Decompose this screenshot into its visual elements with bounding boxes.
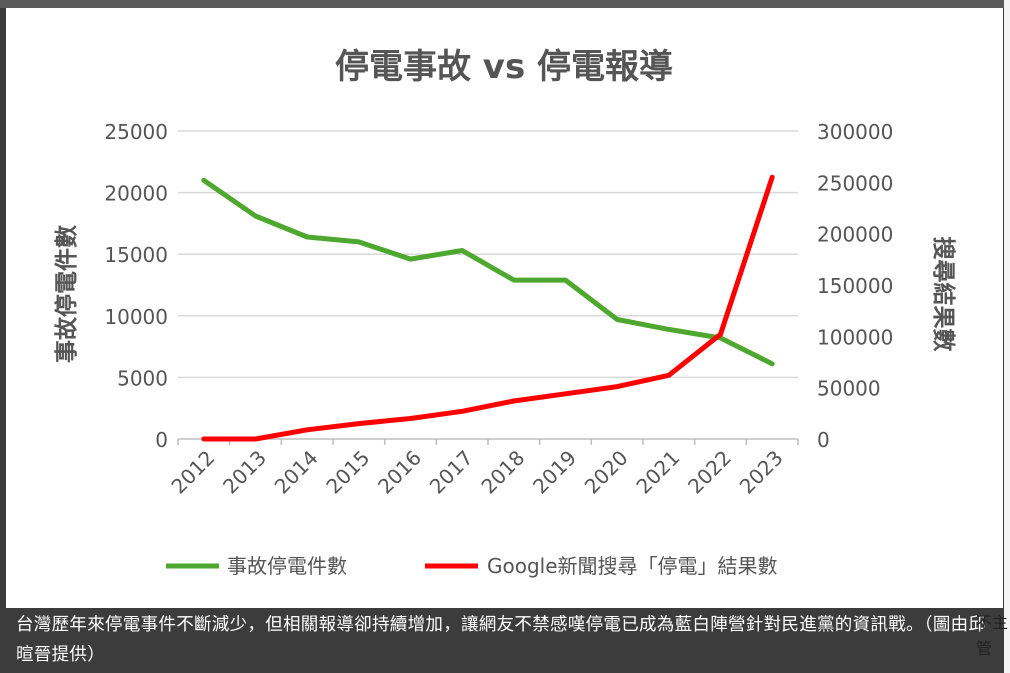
x-tick-label: 2023 <box>735 446 788 499</box>
legend: 事故停電件數 Google新聞搜尋「停電」結果數 <box>166 554 778 578</box>
y-right-tick-label: 100000 <box>817 325 893 349</box>
y-right-tick-label: 200000 <box>817 223 893 247</box>
y-right-tick-label: 300000 <box>817 120 893 144</box>
chart-card: 停電事故 vs 停電報導 0 5000 10000 15000 20000 25000 0… <box>6 8 1003 608</box>
y-left-tick-label: 10000 <box>104 305 168 329</box>
y-right-tick-label: 150000 <box>817 274 893 298</box>
series-line-news <box>201 174 775 442</box>
x-tick-label: 2012 <box>166 446 219 499</box>
y-left-tick-label: 0 <box>155 428 168 452</box>
series-lines <box>201 174 775 442</box>
x-tick-label: 2017 <box>425 446 478 499</box>
x-tick-label: 2018 <box>476 446 529 499</box>
y-left-tick-label: 15000 <box>104 243 168 267</box>
y-left-tick-label: 25000 <box>104 120 168 144</box>
image-caption: 台灣歷年來停電事件不斷減少，但相關報導卻持續增加，讓網友不禁感嘆停電已成為藍白陣… <box>16 615 987 665</box>
y-left-tick-label: 20000 <box>104 182 168 206</box>
y-axis-right-label: 搜尋結果數 <box>930 237 957 352</box>
background-strip <box>0 0 1010 8</box>
x-tick-label: 2015 <box>321 446 374 499</box>
y-axis-left-ticks: 0 5000 10000 15000 20000 25000 <box>104 120 168 452</box>
y-right-tick-label: 250000 <box>817 171 893 195</box>
x-tick-label: 2021 <box>631 446 684 499</box>
chart-svg: 停電事故 vs 停電報導 0 5000 10000 15000 20000 25000 0… <box>53 47 957 578</box>
y-right-tick-label: 0 <box>817 428 830 452</box>
y-right-tick-label: 50000 <box>817 377 881 401</box>
x-tick-label: 2019 <box>528 446 581 499</box>
legend-label-news: Google新聞搜尋「停電」結果數 <box>487 554 778 578</box>
background-side-text: 不主管 <box>976 613 1009 658</box>
x-tick-label: 2014 <box>270 446 323 499</box>
y-axis-left-label: 事故停電件數 <box>53 225 80 363</box>
y-left-tick-label: 5000 <box>117 366 168 390</box>
legend-label-accidents: 事故停電件數 <box>227 554 347 578</box>
x-tick-label: 2022 <box>683 446 736 499</box>
x-axis-ticks: 2012201320142015201620172018201920202021… <box>166 439 799 499</box>
series-line-accidents <box>201 177 775 367</box>
background-right-edge <box>1004 0 1010 673</box>
x-tick-label: 2016 <box>373 446 426 499</box>
x-tick-label: 2013 <box>218 446 271 499</box>
chart-title: 停電事故 vs 停電報導 <box>335 47 673 87</box>
gridlines <box>178 130 798 440</box>
y-axis-right-ticks: 0 50000 100000 150000 200000 250000 300000 <box>817 120 893 452</box>
x-tick-label: 2020 <box>580 446 633 499</box>
